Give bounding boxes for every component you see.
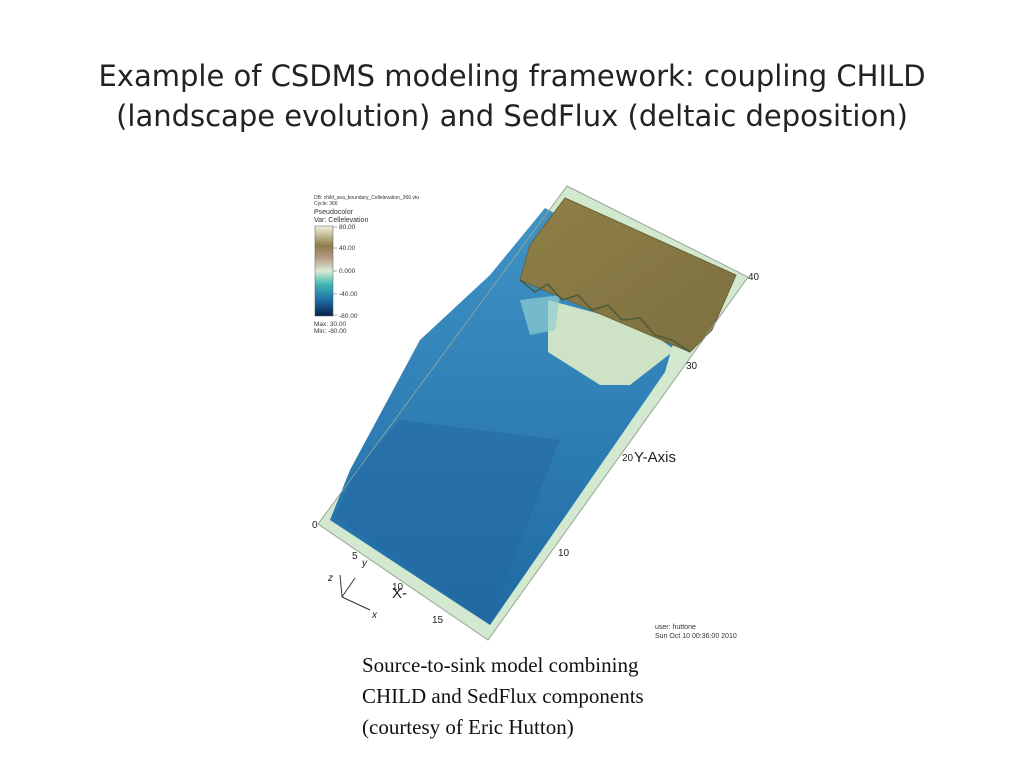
- legend-tick-2: 40.00: [339, 245, 356, 252]
- legend-tick-3: 0.000: [339, 268, 356, 275]
- figure-header-line-2: Cycle: 366: [314, 201, 338, 207]
- slide-title-line-1: Example of CSDMS modeling framework: cou…: [98, 59, 926, 93]
- caption-line-2: CHILD and SedFlux components: [362, 684, 644, 708]
- deep-basin: [335, 420, 560, 620]
- y-tick-40: 40: [748, 272, 760, 283]
- frame-outline: [317, 185, 749, 641]
- triad-x-label: x: [371, 610, 378, 621]
- legend-min: Min: -80.00: [314, 328, 347, 335]
- slide-title: Example of CSDMS modeling framework: cou…: [60, 56, 964, 136]
- x-tick-5: 5: [352, 551, 358, 562]
- legend-tick-4: -40.00: [339, 291, 358, 298]
- orientation-triad: z y x: [327, 558, 378, 621]
- y-tick-10: 10: [558, 548, 570, 559]
- caption-line-3: (courtesy of Eric Hutton): [362, 715, 574, 739]
- triad-y-label: y: [361, 558, 368, 569]
- y-tick-20: 20: [622, 453, 634, 464]
- figure-header-line-1: DB: child_sea_boundary_Cellelevation_366…: [314, 195, 419, 201]
- legend-colorbar: [314, 225, 334, 317]
- caption-line-1: Source-to-sink model combining: [362, 653, 639, 677]
- x-tick-10: 10: [392, 582, 404, 593]
- legend-title: Pseudocolor: [314, 209, 354, 216]
- shoreline: [519, 279, 691, 353]
- y-axis-label: Y-Axis: [634, 449, 676, 466]
- y-tick-0: 0: [312, 520, 318, 531]
- legend-tick-1: 80.00: [339, 224, 356, 231]
- date-stamp: Sun Oct 10 00:36:00 2010: [655, 633, 737, 640]
- y-tick-30: 30: [686, 361, 698, 372]
- figure-caption: Source-to-sink model combining CHILD and…: [362, 650, 644, 743]
- legend-var: Var: Cellelevation: [314, 217, 368, 224]
- legend-tick-5: -80.00: [339, 313, 358, 320]
- user-stamp: user: huttone: [655, 624, 696, 631]
- x-tick-15: 15: [432, 615, 444, 626]
- legend-max: Max: 30.00: [314, 321, 347, 328]
- triad-z-label: z: [327, 573, 333, 584]
- x-axis-label: X-: [392, 585, 407, 602]
- delta-shelf-fringe: [520, 295, 560, 335]
- delta-shelf: [548, 300, 675, 385]
- slide-title-line-2: (landscape evolution) and SedFlux (delta…: [116, 99, 908, 133]
